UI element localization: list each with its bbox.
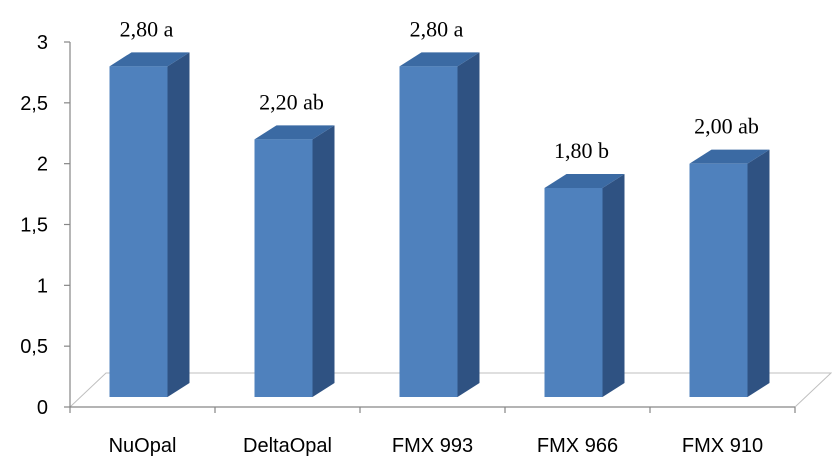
y-tick-label: 0 [37, 397, 48, 419]
bar-side [312, 125, 335, 397]
data-label: 2,00 ab [694, 114, 759, 139]
bar-front [109, 66, 168, 397]
data-labels: 2,80 a 2,20 ab 2,80 a 1,80 b 2,00 ab [120, 16, 759, 163]
x-axis: NuOpal DeltaOpal FMX 993 FMX 966 FMX 910 [109, 435, 763, 457]
y-tick-label: 0,5 [20, 336, 48, 358]
y-tick-label: 2 [37, 154, 48, 176]
bar-1 [254, 125, 335, 398]
bar-front [544, 188, 603, 397]
x-tick-label: DeltaOpal [243, 435, 332, 457]
bar-4 [689, 149, 770, 397]
bar-side [167, 52, 190, 397]
bar-2 [399, 52, 480, 397]
bar-top [544, 174, 625, 188]
data-label: 2,20 ab [259, 89, 324, 114]
bar-side [747, 149, 770, 397]
data-label: 2,80 a [120, 16, 174, 41]
bar-top [109, 52, 190, 67]
bar-side [602, 174, 625, 397]
bar-front [689, 163, 748, 397]
x-tick-label: NuOpal [109, 435, 177, 457]
y-tick-label: 1,5 [20, 215, 48, 237]
bar-top [399, 52, 480, 67]
bar-top [689, 149, 770, 164]
data-label: 1,80 b [554, 138, 609, 163]
bar-side [457, 52, 480, 397]
bar-3 [544, 174, 625, 397]
y-axis: 0 0,5 1 1,5 2 2,5 3 [20, 32, 796, 419]
bar-top [254, 125, 335, 140]
x-tick-label: FMX 993 [392, 435, 473, 457]
bar-front [399, 66, 458, 397]
y-tick-label: 1 [37, 275, 48, 297]
bar-series [109, 52, 770, 398]
y-tick-label: 3 [37, 32, 48, 54]
x-tick-label: FMX 910 [682, 435, 763, 457]
data-label: 2,80 a [410, 16, 464, 41]
y-tick-label: 2,5 [20, 93, 48, 115]
bar-front [254, 139, 313, 398]
bar-0 [109, 52, 190, 397]
x-tick-label: FMX 966 [537, 435, 618, 457]
